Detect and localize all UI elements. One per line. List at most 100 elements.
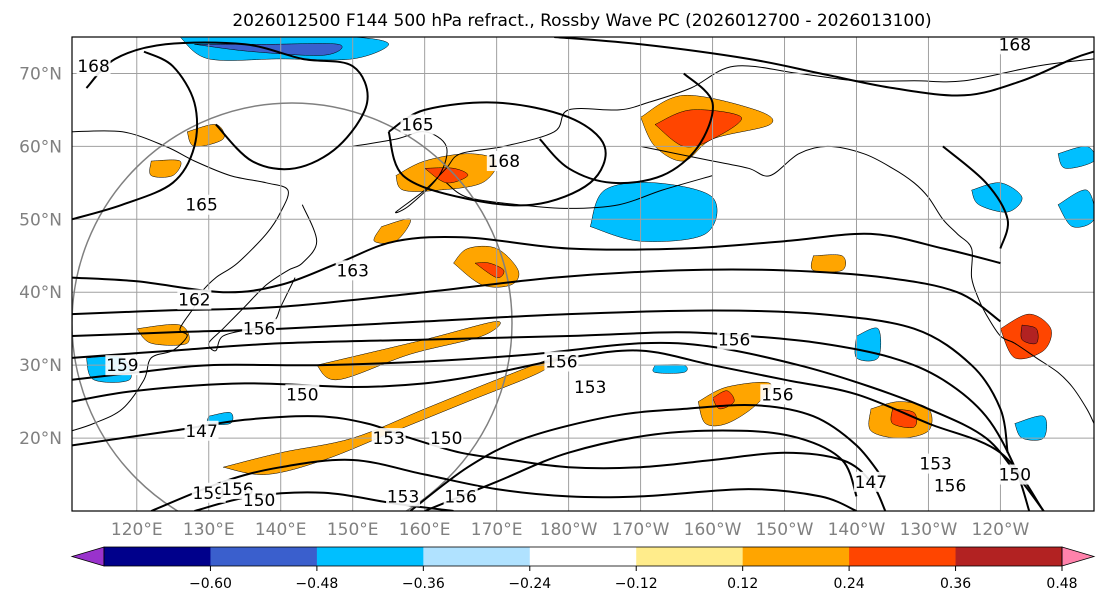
contour-label-14: 153 (372, 429, 404, 449)
shading-layer (86, 37, 1094, 475)
contour-label-4: 163 (336, 261, 368, 281)
region-circle (72, 102, 513, 511)
contour-line-150-0 (72, 349, 1045, 511)
contour-label-1: 168 (77, 57, 109, 77)
contour-line-147-6 (72, 415, 887, 511)
map-background (72, 37, 1094, 511)
lon-tick-label-6: 180°W (540, 520, 598, 540)
contour-line-163-5 (72, 232, 1001, 294)
contour-label-3: 165 (185, 196, 217, 216)
contour-label-bg-20 (386, 486, 421, 507)
shaded-region-3 (654, 109, 742, 148)
colorbar-segment-7 (849, 547, 957, 566)
contour-label-10: 156 (761, 385, 793, 405)
coastline-0 (72, 130, 289, 432)
contour-label-16: 147 (855, 473, 887, 493)
contour-label-bg-25 (997, 37, 1032, 55)
colorbar-frame (103, 546, 1063, 567)
shaded-region-28 (652, 364, 688, 374)
contour-label-8: 156 (545, 353, 577, 373)
contour-line-144-7 (150, 458, 857, 511)
contour-label-7: 156 (718, 331, 750, 351)
contour-label-11: 159 (106, 356, 138, 376)
contour-label-bg-5 (177, 289, 212, 310)
contour-label-13: 147 (185, 422, 217, 442)
colorbar-segment-5 (636, 547, 744, 566)
shaded-region-1 (423, 167, 469, 184)
contour-label-24: 150 (243, 491, 275, 511)
contour-label-18: 156 (934, 476, 966, 496)
lat-tick-layer: 20°N 30°N 40°N 50°N 60°N 70°N (19, 64, 62, 449)
contour-label-12: 150 (286, 385, 318, 405)
contour-label-2: 168 (488, 152, 520, 172)
contour-label-15: 150 (430, 429, 462, 449)
contour-line-168-13 (85, 41, 369, 171)
shaded-region-30 (810, 254, 846, 273)
contour-line-150-9 (409, 404, 887, 511)
lat-tick-label-0: 20°N (19, 429, 62, 449)
lat-tick-label-5: 70°N (19, 64, 62, 84)
contour-label-bg-0 (400, 114, 435, 135)
lat-tick-label-3: 50°N (19, 210, 62, 230)
contour-label-bg-13 (184, 420, 219, 441)
contour-line-168-14 (554, 37, 1094, 97)
coastline-2 (352, 58, 1094, 214)
lon-tick-label-10: 140°W (828, 520, 886, 540)
colorbar-segment-0 (104, 547, 211, 566)
colorbar-segment-8 (955, 547, 1063, 566)
lon-tick-label-11: 130°W (900, 520, 958, 540)
colorbar-segment-2 (316, 547, 424, 566)
map-frame (71, 36, 1095, 512)
lon-tick-label-2: 140°E (255, 520, 307, 540)
contour-label-bg-4 (335, 260, 370, 281)
circle-layer (72, 102, 513, 511)
contour-line-168-15 (539, 72, 714, 185)
contour-label-19: 150 (999, 466, 1031, 486)
contour-label-bg-2 (486, 150, 521, 171)
colorbar-segment-3 (423, 547, 531, 566)
colorbar-segment-6 (742, 547, 850, 566)
colorbar-tick-label-3: −0.24 (508, 576, 551, 592)
contour-label-bg-17 (918, 453, 953, 474)
colorbar-tick-label-7: 0.36 (940, 576, 971, 592)
colorbar-segment-4 (529, 547, 637, 566)
colorbar: −0.60 −0.48 −0.36 −0.24 −0.12 0.12 0.24 0.36 0.4… (70, 546, 1096, 592)
shaded-region-15 (890, 408, 918, 429)
shaded-region-21 (149, 159, 182, 178)
contour-line-153-10 (424, 429, 858, 511)
contour-label-bg-19 (997, 464, 1032, 485)
contour-label-bg-7 (717, 329, 752, 350)
colorbar-tick-label-4: −0.12 (615, 576, 658, 592)
contour-label-5: 162 (178, 291, 210, 311)
lat-tick-label-2: 40°N (19, 283, 62, 303)
contour-line-165-11 (387, 101, 607, 207)
contour-label-bg-10 (760, 384, 795, 405)
contour-line-162-4 (72, 268, 1001, 323)
colorbar-extend-high (1061, 546, 1096, 567)
lat-tick-label-4: 60°N (19, 137, 62, 157)
contour-label-17: 153 (919, 455, 951, 475)
contour-label-0: 165 (401, 116, 433, 136)
chart-title: 2026012500 F144 500 hPa refract., Rossby… (232, 11, 931, 31)
contour-line-165-12 (72, 50, 199, 221)
lon-tick-label-9: 150°W (756, 520, 814, 540)
contour-label-9: 153 (574, 378, 606, 398)
shaded-region-19 (1057, 146, 1094, 169)
colorbar-extend-low (70, 546, 105, 567)
contour-label-bg-24 (242, 490, 277, 511)
lon-tick-label-12: 120°W (972, 520, 1030, 540)
contour-label-bg-1 (76, 56, 111, 77)
contour-label-bg-12 (285, 384, 320, 405)
contour-label-bg-9 (573, 377, 608, 398)
contour-label-bg-18 (933, 475, 968, 496)
lon-tick-label-7: 170°W (612, 520, 670, 540)
contour-line-153-1 (72, 341, 1045, 511)
colorbar-tick-label-1: −0.48 (295, 576, 338, 592)
contour-line-159-3 (72, 309, 1009, 453)
contour-label-bg-22 (191, 482, 226, 503)
contour-label-bg-15 (429, 428, 464, 449)
shaded-region-20 (1057, 189, 1094, 228)
